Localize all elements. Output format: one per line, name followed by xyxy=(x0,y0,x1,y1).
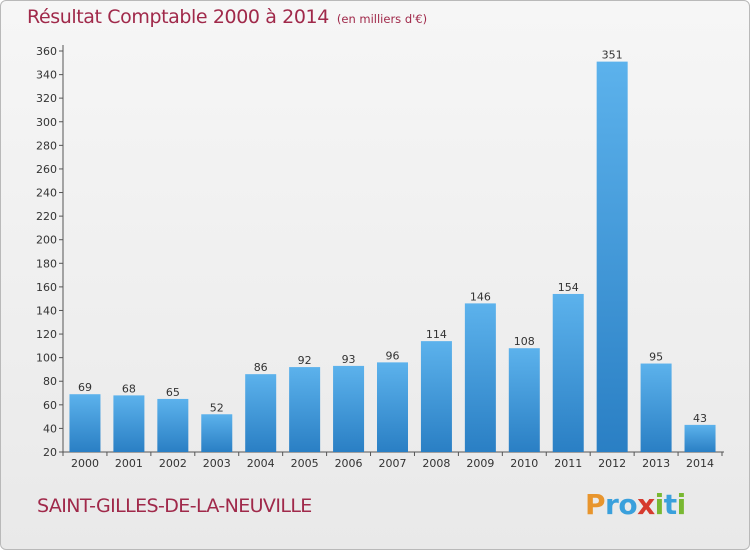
y-tick-label: 100 xyxy=(36,352,57,365)
data-label: 96 xyxy=(386,349,400,362)
bar xyxy=(69,394,101,452)
logo-letter: t xyxy=(663,488,677,521)
x-tick-label: 2001 xyxy=(115,457,143,470)
chart-title: Résultat Comptable 2000 à 2014 (en millie… xyxy=(27,6,427,28)
x-tick-label: 2003 xyxy=(203,457,231,470)
y-tick-label: 280 xyxy=(36,139,57,152)
y-tick-label: 40 xyxy=(43,422,57,435)
data-label: 114 xyxy=(426,328,447,341)
y-tick-label: 340 xyxy=(36,69,57,82)
y-tick-label: 300 xyxy=(36,116,57,129)
data-label: 86 xyxy=(254,361,268,374)
bar xyxy=(420,341,452,452)
x-tick-label: 2000 xyxy=(71,457,99,470)
data-label: 69 xyxy=(78,381,92,394)
y-tick-label: 180 xyxy=(36,257,57,270)
x-tick-label: 2006 xyxy=(335,457,363,470)
bar xyxy=(684,424,716,452)
bars xyxy=(69,61,716,452)
logo-letter: o xyxy=(618,488,638,521)
y-tick-label: 320 xyxy=(36,92,57,105)
bar xyxy=(333,365,365,452)
y-tick-label: 60 xyxy=(43,399,57,412)
x-tick-label: 2013 xyxy=(642,457,670,470)
y-tick-label: 200 xyxy=(36,234,57,247)
y-tick-label: 240 xyxy=(36,187,57,200)
bar xyxy=(113,395,145,452)
y-tick-label: 80 xyxy=(43,375,57,388)
proxiti-logo: Proxiti xyxy=(585,488,686,521)
data-label: 146 xyxy=(470,290,491,303)
data-label: 68 xyxy=(122,382,136,395)
logo-letter: i xyxy=(654,488,665,521)
y-tick-label: 220 xyxy=(36,210,57,223)
data-label: 93 xyxy=(342,353,356,366)
data-label: 92 xyxy=(298,354,312,367)
y-tick-label: 160 xyxy=(36,281,57,294)
x-tick-label: 2012 xyxy=(598,457,626,470)
logo-letter: x xyxy=(637,488,655,521)
x-tick-label: 2011 xyxy=(554,457,582,470)
y-tick-label: 20 xyxy=(43,446,57,459)
bar xyxy=(245,374,277,452)
x-tick-label: 2005 xyxy=(291,457,319,470)
bar xyxy=(157,398,189,452)
x-tick-label: 2009 xyxy=(466,457,494,470)
logo-letter: i xyxy=(676,488,687,521)
commune-name: SAINT-GILLES-DE-LA-NEUVILLE xyxy=(37,495,312,517)
y-tick-label: 140 xyxy=(36,304,57,317)
bar xyxy=(508,348,540,452)
x-tick-label: 2007 xyxy=(379,457,407,470)
y-tick-label: 120 xyxy=(36,328,57,341)
chart-title-text: Résultat Comptable 2000 à 2014 xyxy=(27,6,329,28)
bar xyxy=(640,363,672,452)
data-label: 65 xyxy=(166,386,180,399)
data-label: 95 xyxy=(649,351,663,364)
bar xyxy=(596,61,628,452)
data-label: 154 xyxy=(558,281,579,294)
x-tick-label: 2002 xyxy=(159,457,187,470)
bar xyxy=(289,367,321,452)
x-tick-label: 2004 xyxy=(247,457,275,470)
logo-letter: r xyxy=(605,488,619,521)
bar xyxy=(552,293,584,452)
bar xyxy=(377,362,408,452)
x-tick-label: 2010 xyxy=(510,457,538,470)
data-label: 108 xyxy=(514,335,535,348)
data-labels: 69 68 65 52 86 92 93 96 114 146 108 154 351 95 43 xyxy=(78,49,707,425)
data-label: 43 xyxy=(693,412,707,425)
x-tick-label: 2008 xyxy=(422,457,450,470)
x-axis: 2000 2001 2002 2003 2004 2005 2006 2007 2008 2009… xyxy=(62,451,724,470)
y-tick-label: 360 xyxy=(36,45,57,58)
y-tick-label: 260 xyxy=(36,163,57,176)
data-label: 52 xyxy=(210,401,224,414)
y-axis: 20 40 60 80 100 120 140 160 180 200 220 240 260 280 30… xyxy=(36,45,64,459)
data-label: 351 xyxy=(602,49,623,62)
bar xyxy=(464,303,496,452)
bar xyxy=(201,414,233,452)
x-tick-label: 2014 xyxy=(686,457,714,470)
logo-letter: P xyxy=(585,488,606,521)
chart-subtitle: (en milliers d'€) xyxy=(336,12,428,26)
